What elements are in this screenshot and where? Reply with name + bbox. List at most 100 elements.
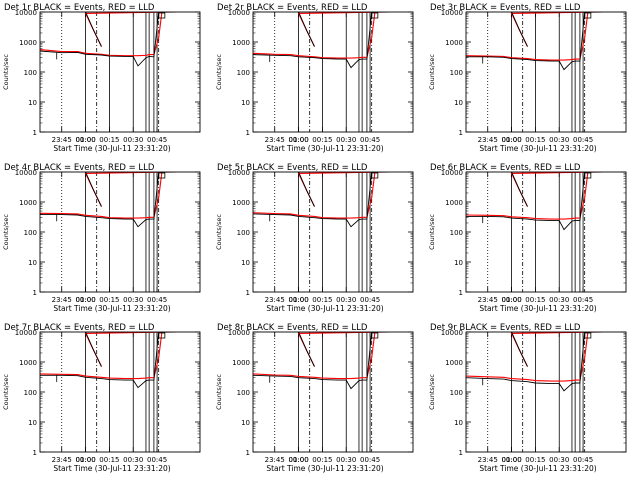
y-tick-label: 1000 bbox=[445, 39, 463, 47]
series-line-lld bbox=[466, 172, 603, 220]
y-tick-label: 10000 bbox=[15, 9, 37, 17]
x-tick-label: 00:45 bbox=[573, 296, 593, 304]
y-axis-title: Counts/sec bbox=[2, 374, 10, 410]
x-tick-label: 00:45 bbox=[360, 456, 380, 464]
y-tick-label: 1 bbox=[246, 449, 250, 457]
y-tick-label: 1 bbox=[246, 129, 250, 137]
plot-frame bbox=[39, 331, 201, 453]
detector-panel: Det 5r BLACK = Events, RED = LLD Counts/s… bbox=[215, 163, 414, 313]
y-axis-title: Counts/sec bbox=[215, 374, 223, 410]
x-tick-label: 00:15 bbox=[312, 456, 332, 464]
y-tick-label: 10000 bbox=[441, 9, 463, 17]
x-tick-label: 00:00 bbox=[75, 456, 95, 464]
x-tick-label: 00:30 bbox=[123, 296, 143, 304]
plot-frame bbox=[465, 331, 627, 453]
x-tick-label: 23:45 bbox=[478, 296, 498, 304]
series-line-lld bbox=[466, 332, 603, 382]
x-tick-label: 00:45 bbox=[573, 136, 593, 144]
y-tick-label: 10000 bbox=[228, 9, 250, 17]
x-tick-label: 00:30 bbox=[549, 136, 569, 144]
x-tick-label: 00:00 bbox=[288, 456, 308, 464]
y-tick-label: 1 bbox=[459, 129, 463, 137]
series-line-events bbox=[253, 332, 390, 390]
x-tick-label: 01:00 bbox=[501, 136, 521, 144]
x-tick-label: 00:30 bbox=[123, 456, 143, 464]
peak-marker bbox=[584, 332, 592, 339]
y-tick-label: 10 bbox=[28, 99, 37, 107]
plot-frame bbox=[39, 11, 201, 133]
x-tick-label: 00:15 bbox=[525, 456, 545, 464]
y-axis-title: Counts/sec bbox=[428, 54, 436, 90]
plot-frame bbox=[465, 11, 627, 133]
y-tick-label: 100 bbox=[237, 229, 250, 237]
x-tick-label: 00:00 bbox=[75, 296, 95, 304]
series-line-events bbox=[40, 332, 177, 389]
x-tick-label: 01:00 bbox=[75, 136, 95, 144]
y-tick-label: 10000 bbox=[441, 169, 463, 177]
detector-panel: Det 9r BLACK = Events, RED = LLD Counts/s… bbox=[428, 323, 627, 473]
x-tick-label: 00:45 bbox=[147, 136, 167, 144]
plot-frame bbox=[252, 11, 414, 133]
x-tick-label: 23:45 bbox=[52, 456, 72, 464]
x-tick-label: 23:45 bbox=[478, 456, 498, 464]
panel-title: Det 2r BLACK = Events, RED = LLD bbox=[217, 3, 368, 13]
y-tick-label: 100 bbox=[237, 69, 250, 77]
x-tick-label: 00:30 bbox=[549, 456, 569, 464]
detector-panel: Det 3r BLACK = Events, RED = LLD Counts/s… bbox=[428, 3, 627, 153]
x-tick-label: 23:45 bbox=[265, 136, 285, 144]
plot-frame bbox=[252, 331, 414, 453]
series-line-events bbox=[40, 172, 177, 228]
x-tick-label: 00:30 bbox=[123, 136, 143, 144]
detector-panel: Det 4r BLACK = Events, RED = LLD Counts/s… bbox=[2, 163, 201, 313]
x-tick-label: 01:00 bbox=[75, 296, 95, 304]
x-tick-label: 23:45 bbox=[52, 136, 72, 144]
y-tick-label: 10000 bbox=[228, 169, 250, 177]
y-tick-label: 100 bbox=[237, 389, 250, 397]
y-tick-label: 10000 bbox=[15, 329, 37, 337]
y-axis-title: Counts/sec bbox=[2, 54, 10, 90]
x-axis-title: Start Time (30-Jul-11 23:31:20) bbox=[266, 464, 383, 473]
x-axis-title: Start Time (30-Jul-11 23:31:20) bbox=[479, 304, 596, 313]
detector-panel: Det 1r BLACK = Events, RED = LLD Counts/s… bbox=[2, 3, 201, 153]
x-tick-label: 23:45 bbox=[265, 456, 285, 464]
x-tick-label: 23:45 bbox=[52, 296, 72, 304]
y-tick-label: 10000 bbox=[228, 329, 250, 337]
x-tick-label: 00:00 bbox=[501, 296, 521, 304]
plot-frame bbox=[252, 171, 414, 293]
x-axis-title: Start Time (30-Jul-11 23:31:20) bbox=[479, 144, 596, 153]
x-axis-title: Start Time (30-Jul-11 23:31:20) bbox=[53, 464, 170, 473]
peak-marker bbox=[371, 332, 379, 339]
y-tick-label: 1000 bbox=[445, 199, 463, 207]
x-axis-title: Start Time (30-Jul-11 23:31:20) bbox=[53, 144, 170, 153]
x-tick-label: 00:45 bbox=[573, 456, 593, 464]
detector-panel: Det 2r BLACK = Events, RED = LLD Counts/s… bbox=[215, 3, 414, 153]
x-tick-label: 00:45 bbox=[360, 136, 380, 144]
x-tick-label: 00:15 bbox=[99, 296, 119, 304]
panel-title: Det 4r BLACK = Events, RED = LLD bbox=[4, 163, 155, 173]
x-axis-title: Start Time (30-Jul-11 23:31:20) bbox=[266, 304, 383, 313]
plot-frame bbox=[465, 171, 627, 293]
y-axis-title: Counts/sec bbox=[2, 214, 10, 250]
series-line-lld bbox=[40, 332, 177, 380]
panel-title: Det 3r BLACK = Events, RED = LLD bbox=[430, 3, 581, 13]
y-tick-label: 1000 bbox=[19, 39, 37, 47]
y-axis-title: Counts/sec bbox=[428, 214, 436, 250]
detector-panel: Det 8r BLACK = Events, RED = LLD Counts/s… bbox=[215, 323, 414, 473]
series-line-lld bbox=[253, 332, 390, 380]
series-line-lld bbox=[40, 12, 177, 57]
y-tick-label: 1 bbox=[459, 289, 463, 297]
y-tick-label: 10 bbox=[241, 99, 250, 107]
x-tick-label: 01:00 bbox=[288, 296, 308, 304]
x-tick-label: 23:45 bbox=[265, 296, 285, 304]
y-axis-title: Counts/sec bbox=[215, 54, 223, 90]
y-tick-label: 10 bbox=[28, 259, 37, 267]
y-tick-label: 1 bbox=[246, 289, 250, 297]
x-tick-label: 23:45 bbox=[478, 136, 498, 144]
series-line-lld bbox=[40, 172, 177, 219]
x-tick-label: 00:15 bbox=[525, 136, 545, 144]
panel-title: Det 8r BLACK = Events, RED = LLD bbox=[217, 323, 368, 333]
x-tick-label: 00:15 bbox=[312, 296, 332, 304]
x-tick-label: 00:30 bbox=[336, 296, 356, 304]
